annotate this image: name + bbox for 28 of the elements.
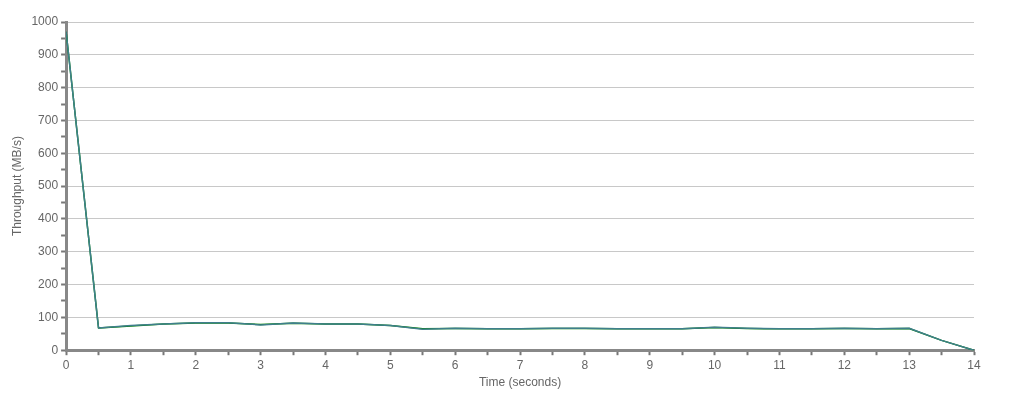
y-tick-label: 1000 — [31, 14, 59, 29]
x-tick-label: 5 — [387, 357, 394, 372]
x-tick-label: 13 — [902, 357, 917, 372]
y-tick-label: 800 — [38, 79, 59, 94]
x-tick-label: 10 — [707, 357, 722, 372]
y-axis-title: Throughput (MB/s) — [9, 136, 24, 237]
x-tick-label: 14 — [967, 357, 981, 372]
x-tick-label: 6 — [451, 357, 459, 372]
x-tick-label: 8 — [581, 357, 589, 372]
x-tick-label: 9 — [646, 357, 654, 372]
y-tick-label: 500 — [38, 178, 59, 193]
x-tick-label: 0 — [62, 357, 70, 372]
y-tick-label: 400 — [38, 211, 59, 226]
y-tick-label: 900 — [38, 47, 59, 62]
y-tick-label: 600 — [38, 145, 59, 160]
y-tick-label: 200 — [38, 276, 59, 291]
x-tick-label: 1 — [127, 357, 135, 372]
y-tick-label: 100 — [38, 309, 59, 324]
x-tick-label: 7 — [516, 357, 524, 372]
x-tick-label: 11 — [773, 357, 786, 372]
y-tick-label: 700 — [38, 112, 59, 127]
y-tick-label: 300 — [38, 244, 59, 259]
x-tick-label: 4 — [322, 357, 330, 372]
x-tick-label: 2 — [192, 357, 200, 372]
x-axis-title: Time (seconds) — [478, 375, 562, 390]
y-tick-label: 0 — [51, 342, 59, 357]
x-tick-label: 12 — [837, 357, 852, 372]
x-tick-label: 3 — [257, 357, 265, 372]
